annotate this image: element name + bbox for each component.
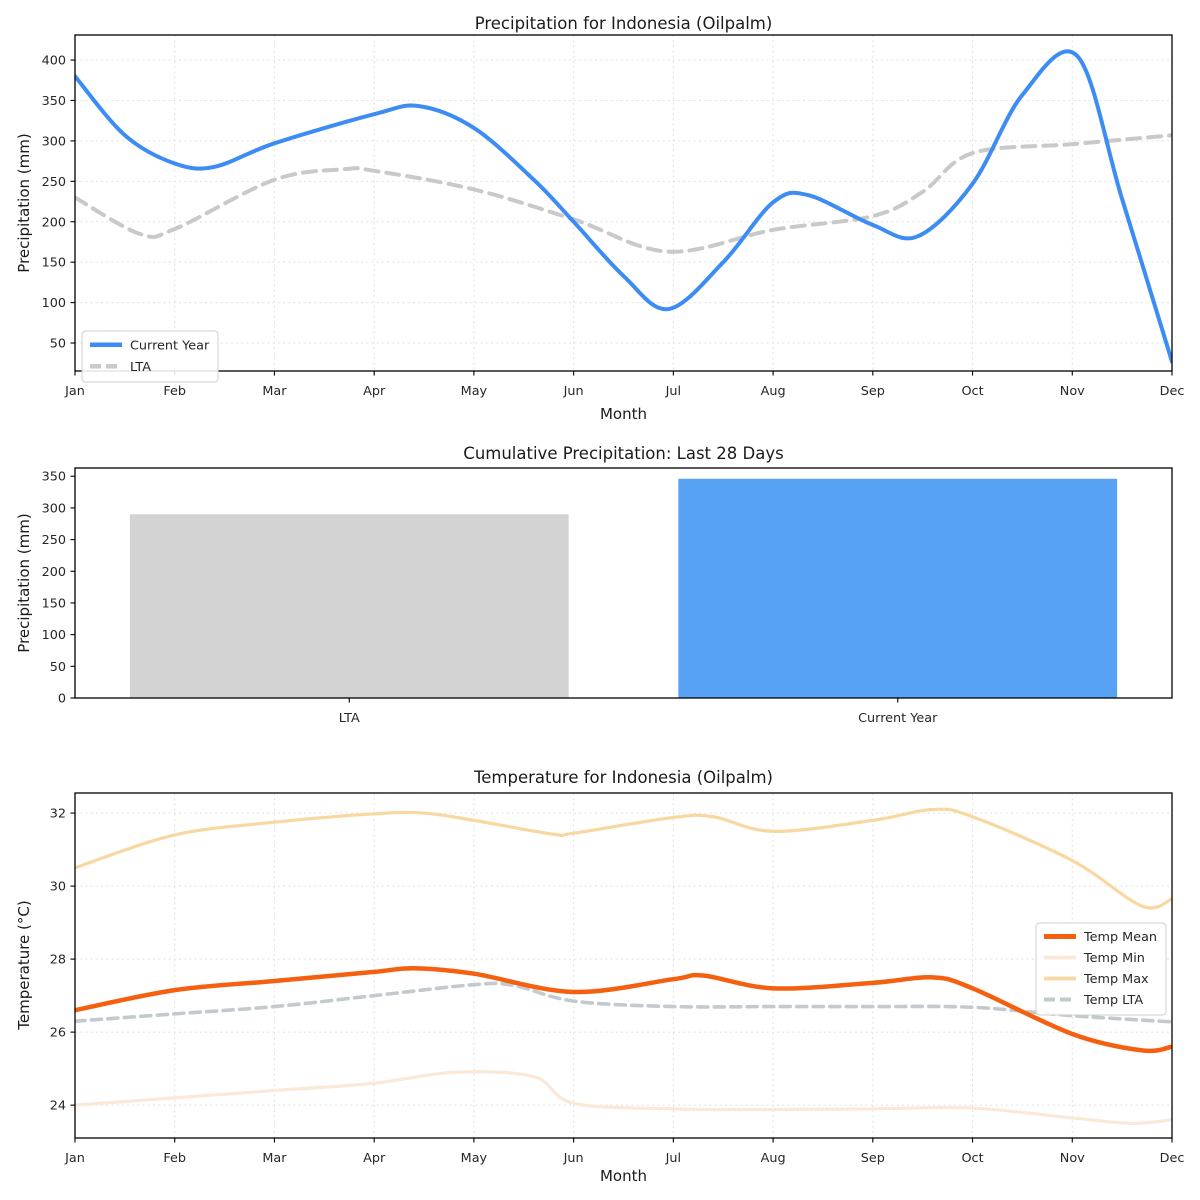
x-tick-label: Jan bbox=[64, 384, 85, 399]
cumulative-ylabel: Precipitation (mm) bbox=[15, 513, 33, 652]
x-tick-label: Mar bbox=[262, 384, 287, 399]
x-tick-label: Current Year bbox=[858, 711, 938, 726]
temp-ticks: Jan Feb Mar Apr May Jun Jul Aug Sep Oct Nov Dec 24 26… bbox=[50, 807, 1185, 1166]
x-tick-label: Aug bbox=[761, 1151, 786, 1166]
legend-label: Temp Min bbox=[1083, 951, 1145, 966]
x-tick-label: LTA bbox=[339, 711, 360, 726]
bar-current-year bbox=[678, 478, 1118, 698]
x-tick-label: Feb bbox=[163, 1151, 186, 1166]
temp-ylabel: Temperature (°C) bbox=[15, 900, 33, 1030]
cumulative-ticks: LTA Current Year 0 50 100 150 200 250 300 350 bbox=[42, 470, 939, 726]
precip-legend: Current Year LTA bbox=[81, 330, 219, 383]
precip-plot-border bbox=[74, 34, 1173, 372]
y-tick-label: 400 bbox=[42, 54, 66, 69]
x-tick-label: Dec bbox=[1160, 384, 1185, 399]
x-tick-label: Mar bbox=[262, 1151, 287, 1166]
precip-xlabel: Month bbox=[600, 405, 647, 423]
x-tick-label: Jun bbox=[563, 1151, 584, 1166]
y-tick-label: 28 bbox=[50, 953, 66, 968]
series-temp-max bbox=[75, 807, 1172, 910]
series-current-year bbox=[75, 49, 1172, 364]
x-tick-label: Jun bbox=[563, 384, 584, 399]
y-tick-label: 300 bbox=[42, 134, 66, 149]
y-tick-label: 100 bbox=[42, 296, 66, 311]
temp-series bbox=[75, 807, 1172, 1126]
x-tick-label: Jan bbox=[64, 1151, 85, 1166]
x-tick-label: Oct bbox=[961, 1151, 983, 1166]
x-tick-label: Sep bbox=[861, 384, 885, 399]
x-tick-label: May bbox=[461, 384, 488, 399]
x-tick-label: Sep bbox=[861, 1151, 885, 1166]
y-tick-label: 150 bbox=[42, 596, 66, 611]
y-tick-label: 50 bbox=[50, 660, 66, 675]
legend-box bbox=[1035, 922, 1167, 1016]
y-tick-label: 30 bbox=[50, 880, 66, 895]
legend-label: Current Year bbox=[130, 338, 210, 353]
y-tick-label: 150 bbox=[42, 256, 66, 271]
series-lta bbox=[75, 133, 1172, 254]
x-tick-label: Apr bbox=[363, 1151, 386, 1166]
precip-title: Precipitation for Indonesia (Oilpalm) bbox=[475, 14, 773, 33]
y-tick-label: 250 bbox=[42, 533, 66, 548]
temp-legend: Temp Mean Temp Min Temp Max Temp LTA bbox=[1035, 922, 1167, 1016]
precip-grid bbox=[74, 35, 1173, 371]
series-temp-lta bbox=[75, 981, 1172, 1024]
temp-grid bbox=[74, 793, 1173, 1138]
y-tick-label: 0 bbox=[58, 692, 66, 707]
legend-label: Temp LTA bbox=[1083, 993, 1143, 1008]
series-temp-min bbox=[75, 1070, 1172, 1126]
y-tick-label: 350 bbox=[42, 470, 66, 485]
precipitation-line-chart: Jan Feb Mar Apr May Jun Jul Aug Sep Oct Nov Dec 50 10… bbox=[15, 14, 1184, 423]
temp-plot-border bbox=[74, 792, 1173, 1139]
x-tick-label: Aug bbox=[761, 384, 786, 399]
y-tick-label: 50 bbox=[50, 337, 66, 352]
legend-label: Temp Max bbox=[1083, 972, 1149, 987]
x-tick-label: Dec bbox=[1160, 1151, 1185, 1166]
y-tick-label: 200 bbox=[42, 565, 66, 580]
x-tick-label: Oct bbox=[961, 384, 983, 399]
x-tick-label: May bbox=[461, 1151, 488, 1166]
precip-ylabel: Precipitation (mm) bbox=[15, 133, 33, 272]
cumulative-bars bbox=[129, 478, 1118, 698]
x-tick-label: Jul bbox=[665, 1151, 681, 1166]
x-tick-label: Jul bbox=[665, 384, 681, 399]
series-temp-mean bbox=[75, 965, 1172, 1054]
y-tick-label: 300 bbox=[42, 501, 66, 516]
temperature-line-chart: Jan Feb Mar Apr May Jun Jul Aug Sep Oct Nov Dec 24 26… bbox=[15, 768, 1184, 1185]
x-tick-label: Nov bbox=[1060, 384, 1085, 399]
temp-xlabel: Month bbox=[600, 1167, 647, 1185]
x-tick-label: Nov bbox=[1060, 1151, 1085, 1166]
y-tick-label: 32 bbox=[50, 807, 66, 822]
precip-ticks: Jan Feb Mar Apr May Jun Jul Aug Sep Oct Nov Dec 50 10… bbox=[42, 54, 1185, 399]
legend-label: Temp Mean bbox=[1083, 930, 1157, 945]
cumulative-title: Cumulative Precipitation: Last 28 Days bbox=[463, 444, 783, 463]
bar-lta bbox=[129, 514, 569, 698]
y-tick-label: 350 bbox=[42, 94, 66, 109]
cumulative-bar-chart: LTA Current Year 0 50 100 150 200 250 300 350 Cum… bbox=[15, 444, 1173, 726]
x-tick-label: Feb bbox=[163, 384, 186, 399]
legend-label: LTA bbox=[130, 360, 151, 375]
cumulative-plot-border bbox=[74, 467, 1173, 699]
y-tick-label: 26 bbox=[50, 1026, 66, 1041]
y-tick-label: 250 bbox=[42, 175, 66, 190]
temp-title: Temperature for Indonesia (Oilpalm) bbox=[473, 768, 773, 787]
y-tick-label: 200 bbox=[42, 215, 66, 230]
precip-series bbox=[75, 49, 1172, 364]
x-tick-label: Apr bbox=[363, 384, 386, 399]
y-tick-label: 100 bbox=[42, 628, 66, 643]
y-tick-label: 24 bbox=[50, 1099, 66, 1114]
